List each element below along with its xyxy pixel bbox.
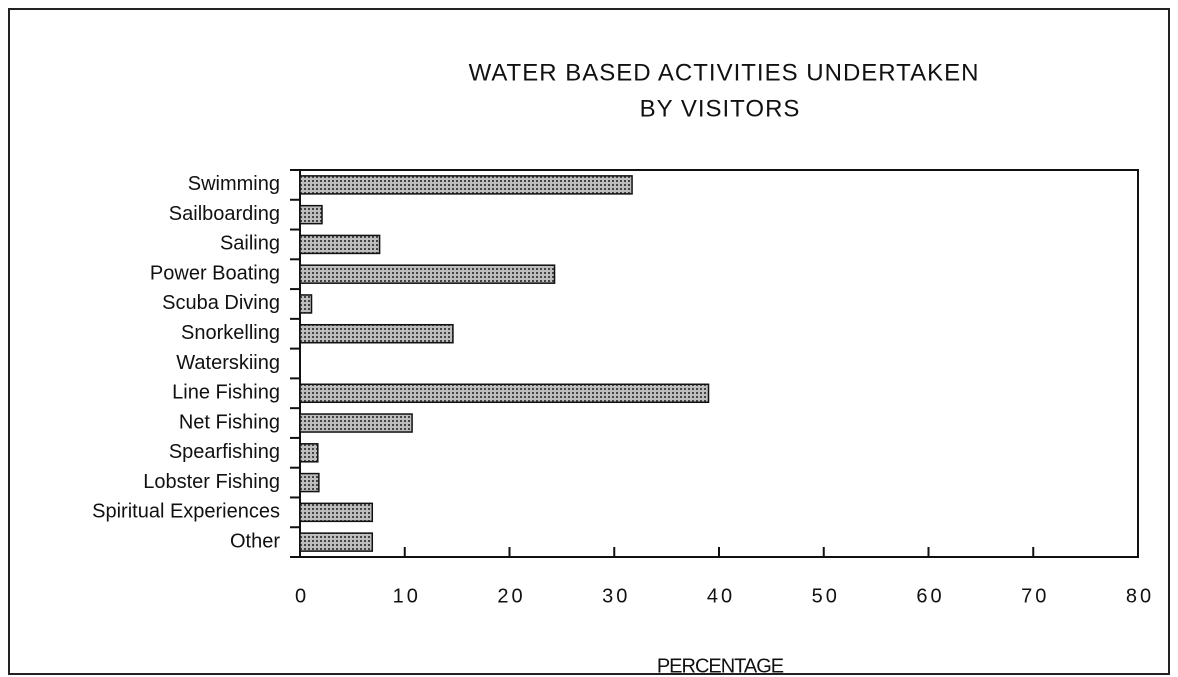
- x-tick-label: 10: [393, 585, 421, 607]
- chart-title: WATER BASED ACTIVITIES UNDERTAKEN: [469, 59, 980, 86]
- bar: [299, 323, 454, 344]
- x-axis-label: PERCENTAGE: [657, 655, 784, 677]
- y-tick-label: Line Fishing: [172, 382, 280, 404]
- bar: [299, 472, 320, 493]
- y-tick-label: Spiritual Experiences: [92, 501, 280, 523]
- y-tick-label: Scuba Diving: [162, 292, 280, 314]
- bar: [299, 234, 381, 255]
- x-tick-label: 20: [497, 585, 525, 607]
- x-tick-label: 40: [707, 585, 735, 607]
- outer-frame: [8, 8, 1170, 675]
- bar: [299, 502, 374, 523]
- bar: [299, 532, 374, 552]
- x-tick-label: 80: [1126, 585, 1154, 607]
- bar: [299, 204, 323, 225]
- x-tick-label: 0: [295, 585, 309, 607]
- y-tick-label: Spearfishing: [169, 441, 280, 463]
- y-tick-label: Swimming: [188, 173, 280, 195]
- bar: [299, 443, 319, 463]
- bar: [299, 175, 633, 195]
- y-tick-label: Other: [230, 530, 280, 552]
- bar: [299, 383, 710, 404]
- y-tick-label: Sailing: [220, 233, 280, 255]
- bar: [299, 264, 556, 284]
- y-tick-label: Lobster Fishing: [143, 471, 280, 493]
- x-tick-label: 60: [916, 585, 944, 607]
- bar: [299, 413, 413, 433]
- x-tick-label: 70: [1021, 585, 1049, 607]
- y-tick-label: Snorkelling: [181, 322, 280, 344]
- bar: [299, 294, 313, 314]
- x-tick-label: 50: [812, 585, 840, 607]
- y-tick-label: Sailboarding: [169, 203, 280, 225]
- y-tick-label: Waterskiing: [176, 352, 280, 374]
- chart-title: BY VISITORS: [640, 95, 801, 122]
- x-tick-label: 30: [602, 585, 630, 607]
- y-tick-label: Net Fishing: [179, 411, 280, 433]
- plot-frame: [299, 169, 1139, 558]
- y-tick-label: Power Boating: [150, 262, 280, 284]
